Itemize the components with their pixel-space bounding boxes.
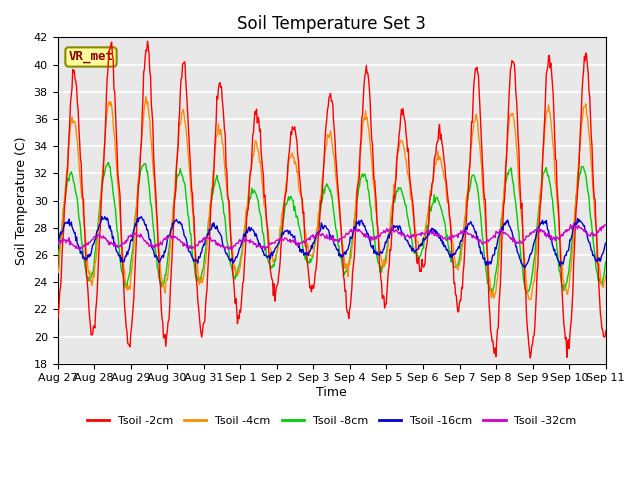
Legend: Tsoil -2cm, Tsoil -4cm, Tsoil -8cm, Tsoil -16cm, Tsoil -32cm: Tsoil -2cm, Tsoil -4cm, Tsoil -8cm, Tsoi…	[82, 412, 581, 431]
Title: Soil Temperature Set 3: Soil Temperature Set 3	[237, 15, 426, 33]
Text: VR_met: VR_met	[68, 50, 113, 63]
Y-axis label: Soil Temperature (C): Soil Temperature (C)	[15, 136, 28, 265]
X-axis label: Time: Time	[316, 386, 347, 399]
